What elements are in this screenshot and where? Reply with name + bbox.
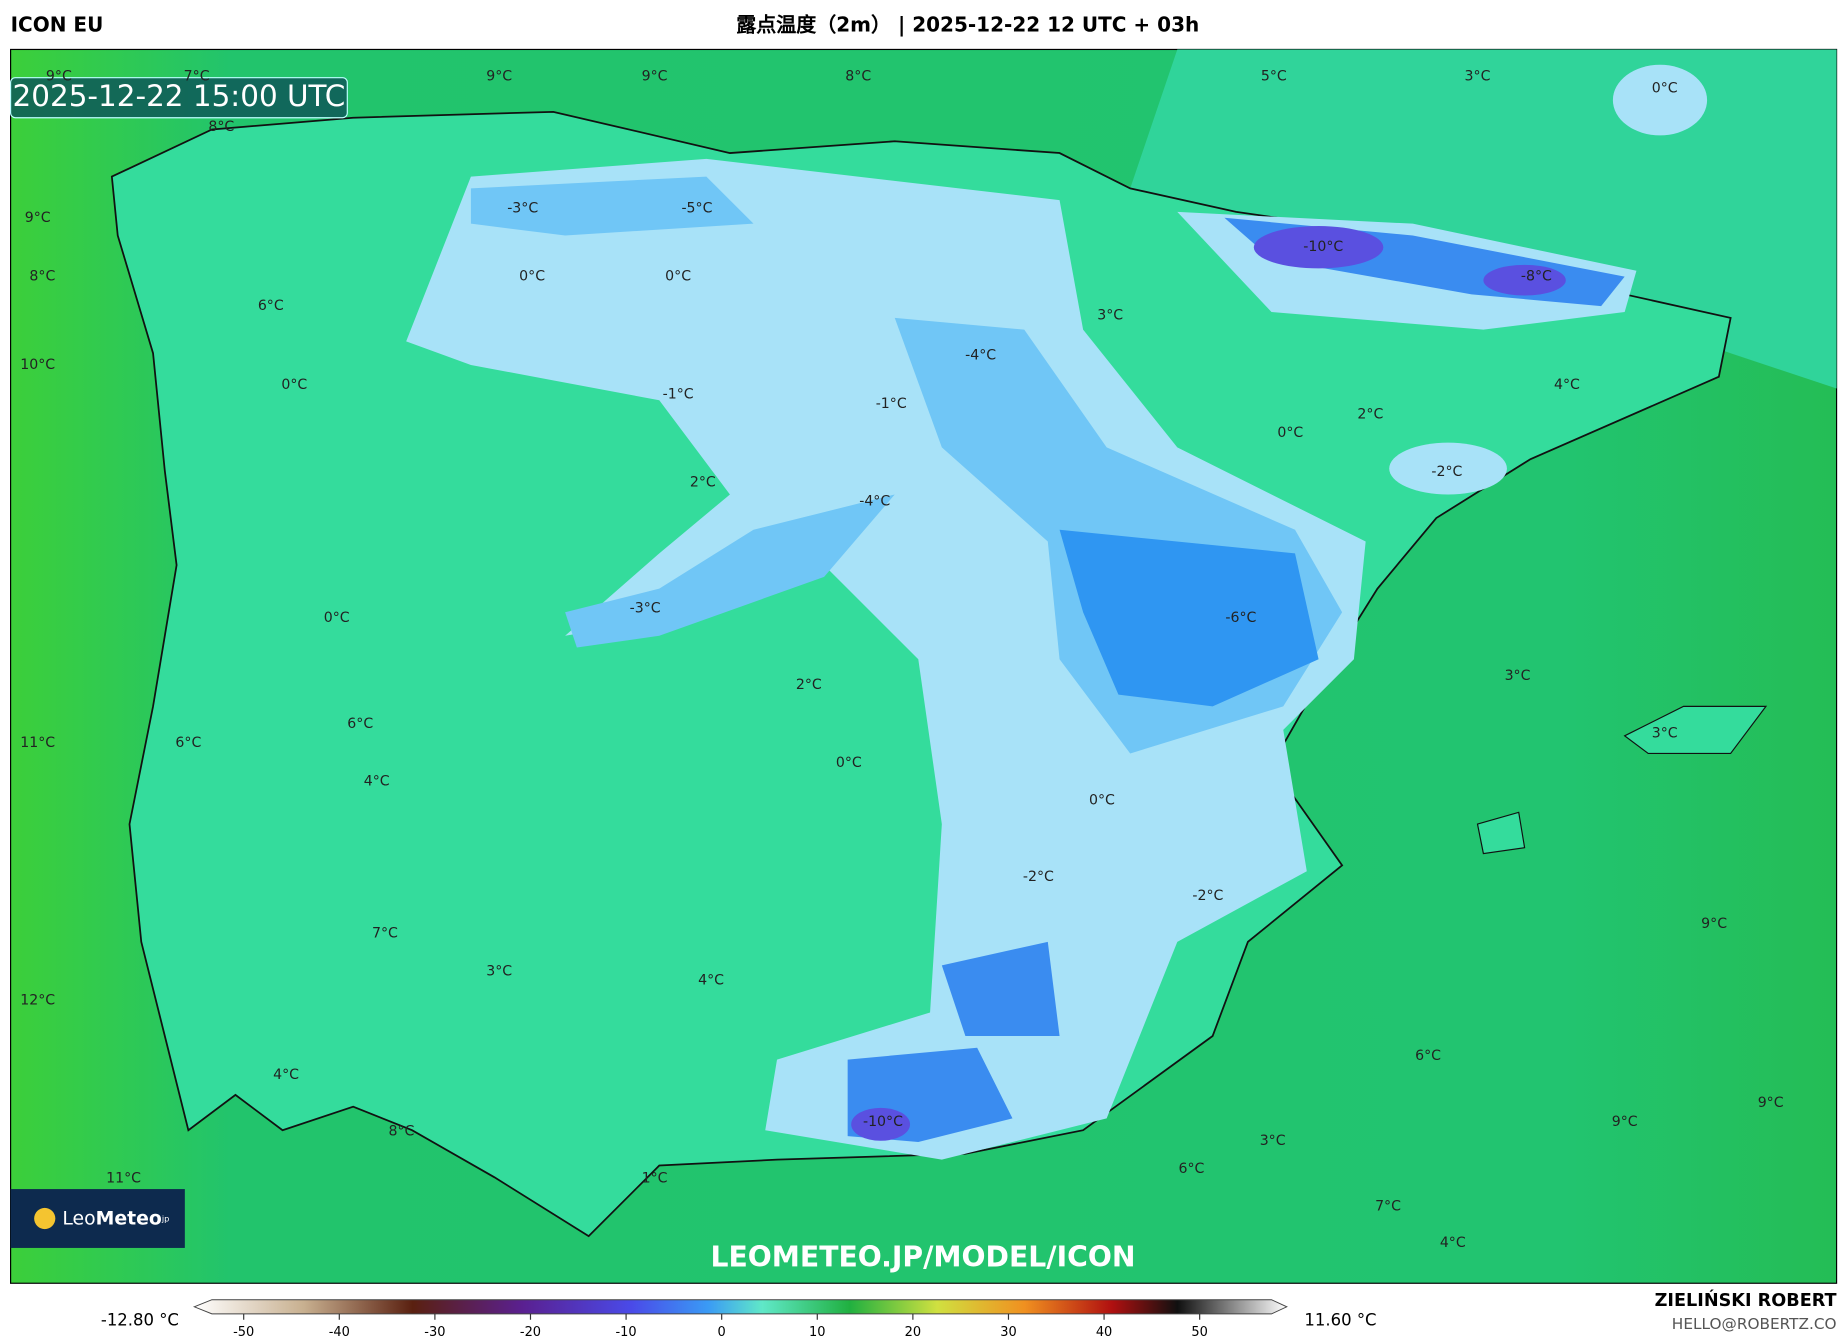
temp-label: 3°C: [486, 963, 512, 979]
temp-label: -5°C: [681, 200, 712, 216]
temp-label: 0°C: [836, 755, 862, 771]
colorbar-tick-label: -40: [329, 1325, 350, 1338]
temp-label: 2°C: [796, 677, 822, 693]
temp-label: -3°C: [507, 200, 538, 216]
temp-label: -8°C: [1521, 269, 1552, 285]
temp-label: 2°C: [690, 475, 716, 491]
watermark: LEOMETEO.JP/MODEL/ICON: [710, 1241, 1135, 1274]
temp-label: -1°C: [663, 386, 694, 402]
temp-label: 12°C: [20, 993, 55, 1009]
colorbar-tick-label: 0: [718, 1325, 726, 1338]
temp-label: -10°C: [863, 1114, 903, 1130]
colorbar-tick-label: -10: [616, 1325, 637, 1338]
colorbar-min: -12.80 °C: [101, 1310, 179, 1329]
temp-label: 7°C: [184, 69, 210, 85]
logo: LeoMeteojp: [62, 1208, 169, 1229]
temp-label: 0°C: [1652, 80, 1678, 96]
colorbar-tick-label: -30: [424, 1325, 445, 1338]
temp-label: 6°C: [258, 298, 284, 314]
temp-label: 4°C: [698, 973, 724, 989]
logo-suffix: jp: [161, 1213, 170, 1223]
logo-sun: [34, 1207, 56, 1230]
temp-label: 4°C: [1554, 377, 1580, 393]
cold-areas: [406, 64, 1708, 1160]
map-labels: 9°C 7°C 9°C 9°C 8°C 5°C 3°C 0°C 8°C 9°C -3°C -5°C -1…: [20, 69, 1784, 1252]
temp-label: 3°C: [1465, 69, 1491, 85]
temp-label: 7°C: [1375, 1199, 1401, 1215]
temp-label: -1°C: [876, 396, 907, 412]
temp-label: 6°C: [1178, 1161, 1204, 1177]
temp-label: -10°C: [1303, 239, 1343, 255]
temp-label: -4°C: [965, 348, 996, 364]
temp-label: 4°C: [1440, 1235, 1466, 1251]
colorbar-tick-label: 40: [1096, 1325, 1112, 1338]
logo-bold: Meteo: [96, 1208, 162, 1229]
temp-label: -2°C: [1192, 888, 1223, 904]
temp-label: 9°C: [25, 210, 51, 226]
temp-label: 3°C: [1097, 308, 1123, 324]
temp-label: 0°C: [519, 269, 545, 285]
temp-label: 8°C: [845, 69, 871, 85]
colorbar-tick-label: -50: [233, 1325, 254, 1338]
colorbar: [192, 1299, 1288, 1315]
temp-label: 4°C: [273, 1067, 299, 1083]
temp-label: -6°C: [1225, 610, 1256, 626]
temp-label: 6°C: [175, 735, 201, 751]
email: HELLO@ROBERTZ.CO: [1672, 1315, 1837, 1333]
temp-label: -2°C: [1431, 464, 1462, 480]
temp-label: 8°C: [389, 1123, 415, 1139]
temp-label: 9°C: [46, 69, 72, 85]
colorbar-tick-label: 30: [1000, 1325, 1016, 1338]
temp-label: -3°C: [630, 601, 661, 617]
temp-label: 3°C: [1505, 668, 1531, 684]
temp-label: 6°C: [347, 716, 373, 732]
temp-label: 8°C: [208, 119, 234, 135]
temp-label: 5°C: [1261, 69, 1287, 85]
temp-label: 11°C: [20, 735, 55, 751]
temp-label: 2°C: [1357, 406, 1383, 422]
colorbar-max: 11.60 °C: [1304, 1310, 1376, 1329]
colorbar-tick-label: 10: [809, 1325, 825, 1338]
logo-name: Leo: [62, 1208, 95, 1229]
temp-label: 1°C: [642, 1170, 668, 1186]
chart-title: 露点温度（2m） | 2025-12-22 12 UTC + 03h: [736, 12, 1199, 36]
temp-label: 9°C: [1612, 1114, 1638, 1130]
temp-label: 9°C: [486, 69, 512, 85]
temp-label: 11°C: [106, 1170, 141, 1186]
timestamp: 2025-12-22 15:00 UTC: [13, 79, 346, 113]
colorbar-ticks: -50 -40 -30 -20 -10 0 10 20 30 40 50: [233, 1313, 1208, 1338]
temp-label: 0°C: [324, 610, 350, 626]
temp-label: 3°C: [1260, 1133, 1286, 1149]
temp-label: 8°C: [29, 269, 55, 285]
temp-label: 0°C: [1277, 425, 1303, 441]
temp-label: 9°C: [642, 69, 668, 85]
author: ZIELIŃSKI ROBERT: [1655, 1289, 1837, 1311]
colorbar-tick-label: 50: [1191, 1325, 1207, 1338]
temp-label: 9°C: [1758, 1095, 1784, 1111]
temp-label: 4°C: [364, 774, 390, 790]
temp-label: 9°C: [1701, 916, 1727, 932]
model-name: ICON EU: [11, 12, 104, 36]
temp-label: 0°C: [665, 269, 691, 285]
temp-label: -2°C: [1023, 869, 1054, 885]
colorbar-tick-label: -20: [520, 1325, 541, 1338]
temp-label: 0°C: [281, 377, 307, 393]
temp-label: 0°C: [1089, 793, 1115, 809]
temp-label: 6°C: [1415, 1048, 1441, 1064]
temp-label: 7°C: [372, 926, 398, 942]
timestamp-box: [10, 77, 348, 119]
temp-label: -4°C: [859, 494, 890, 510]
colorbar-tick-label: 20: [905, 1325, 921, 1338]
temp-label: 10°C: [20, 357, 55, 373]
temp-label: 3°C: [1652, 725, 1678, 741]
islands: [1476, 705, 1768, 855]
